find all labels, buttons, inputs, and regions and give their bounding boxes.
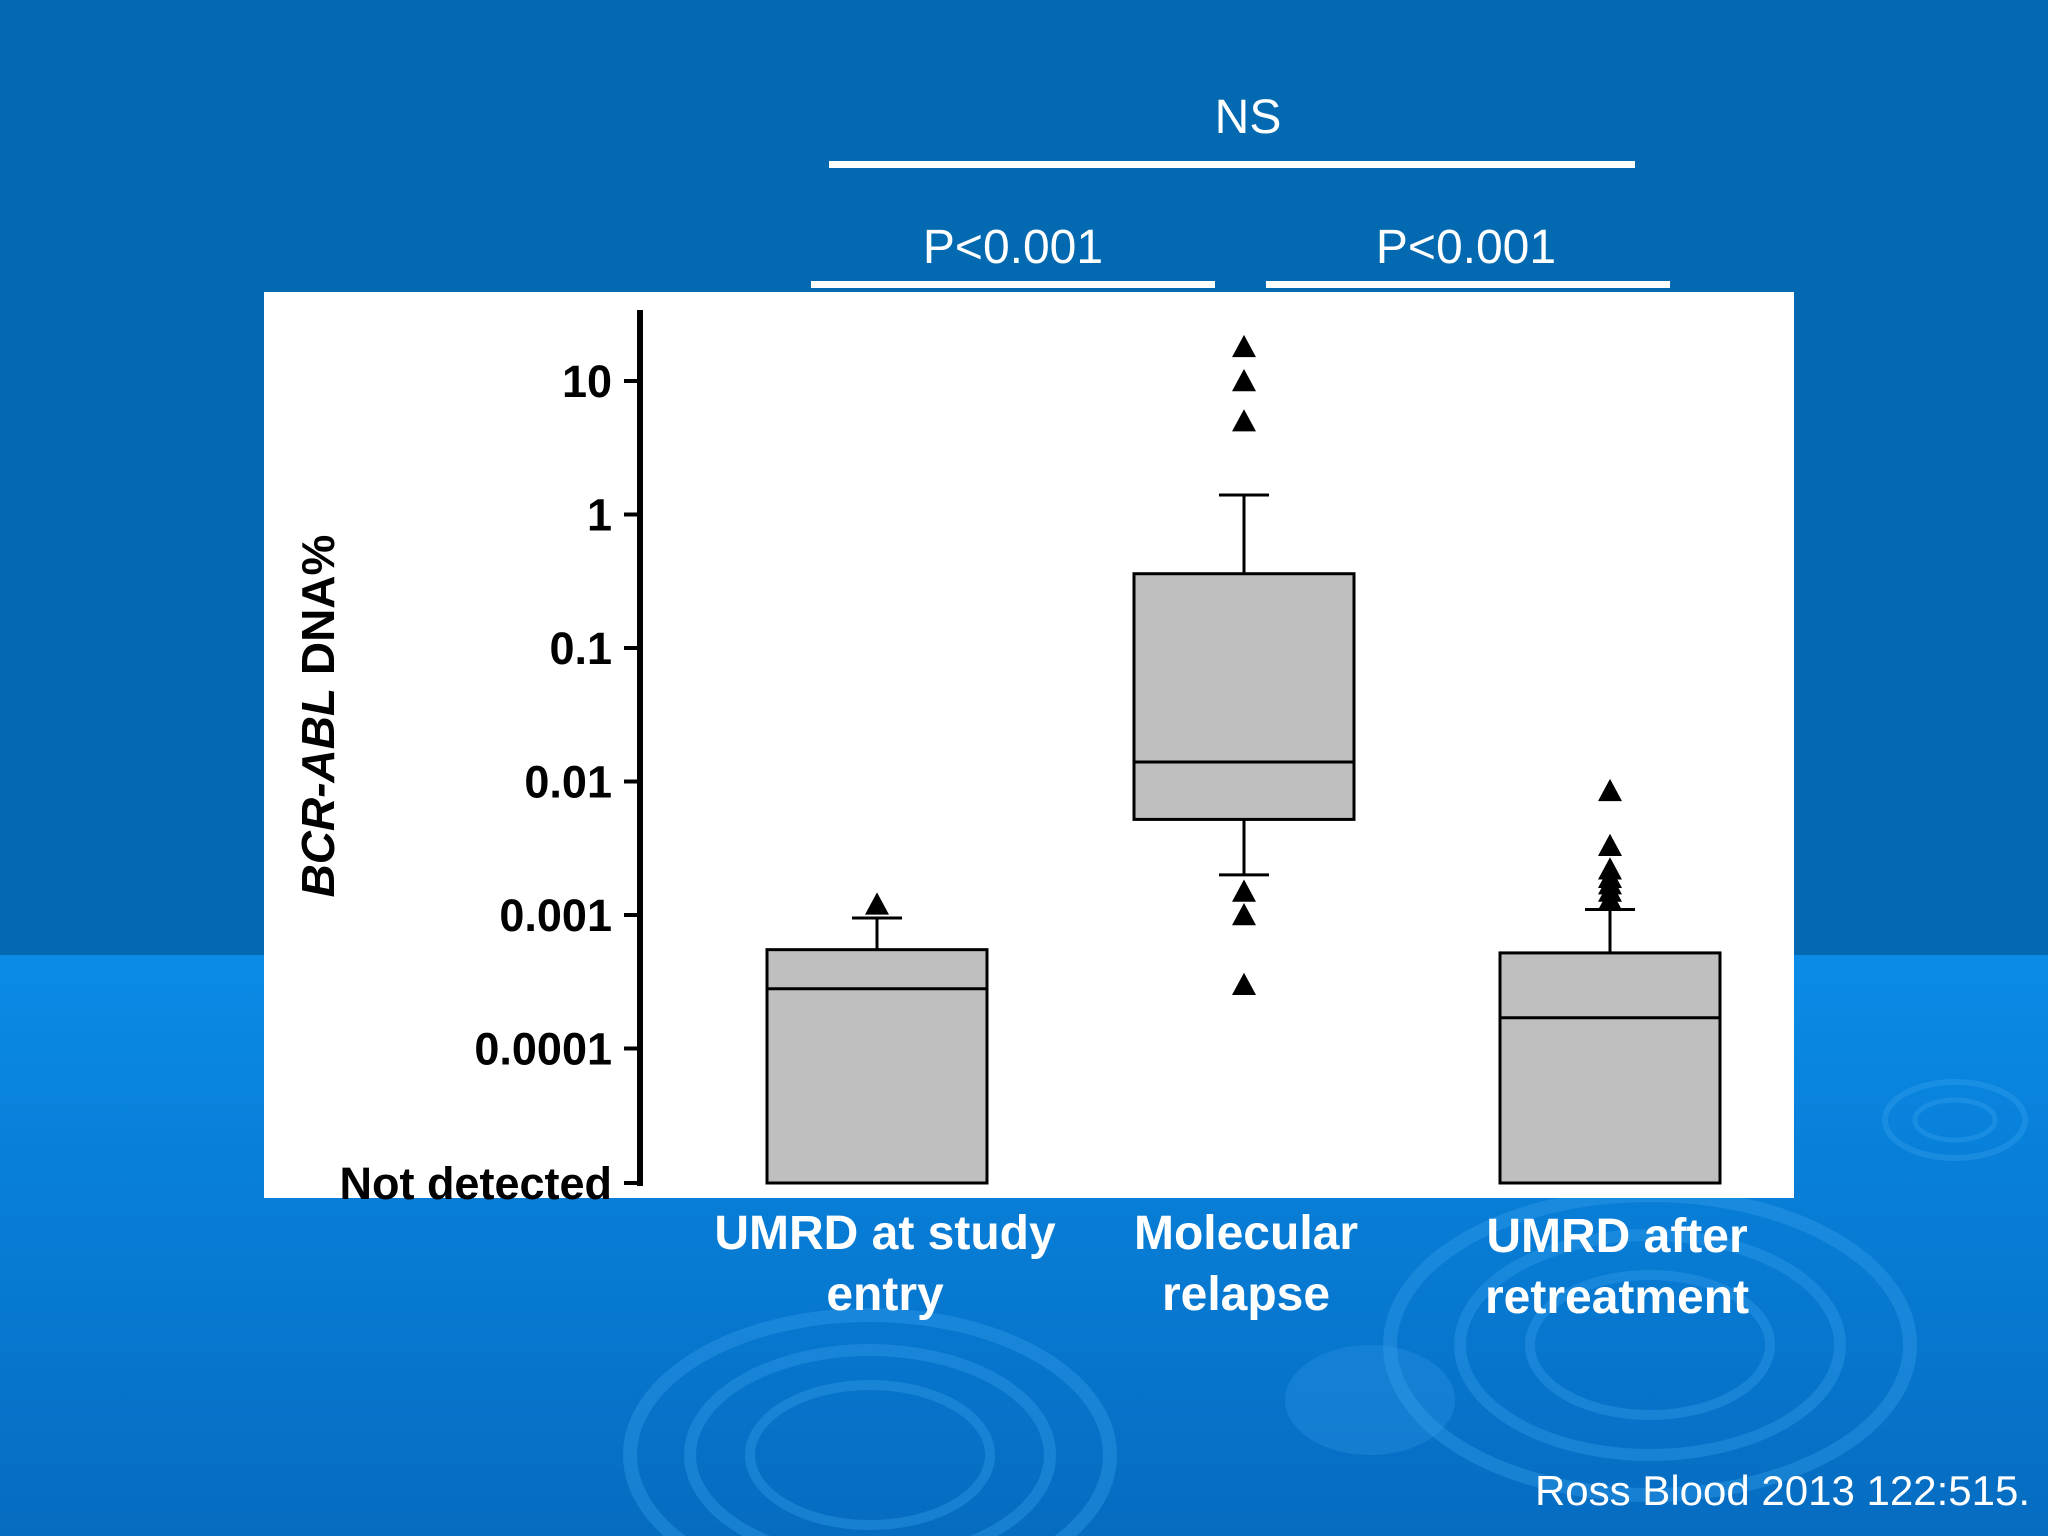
y-tick-label-4: 0.1: [549, 623, 612, 674]
comparison-bar-ns: [829, 161, 1635, 168]
box-1: [1132, 572, 1356, 821]
category-label-0: UMRD at study entry: [685, 1203, 1085, 1325]
citation: Ross Blood 2013 122:515.: [1534, 1467, 2030, 1514]
category-label-0-line1: UMRD at study: [714, 1207, 1056, 1260]
y-tick-label-5: 1: [587, 490, 612, 541]
category-label-1-line1: Molecular: [1133, 1207, 1359, 1260]
y-tick-label-1: 0.0001: [474, 1024, 612, 1075]
outlier-2-0: [1598, 778, 1622, 802]
y-tick-label-3: 0.01: [524, 757, 612, 808]
outlier-1-1: [1232, 369, 1256, 392]
outlier-2-6: [1598, 887, 1622, 910]
y-axis-label-rest: DNA%: [292, 534, 344, 688]
comparison-label-ns: NS: [1214, 91, 1282, 144]
category-label-1-line2: relapse: [1161, 1268, 1331, 1321]
category-label-2-line1: UMRD after: [1486, 1210, 1748, 1263]
comparison-bar-right: [1266, 281, 1670, 288]
outlier-2-1: [1598, 833, 1622, 856]
category-label-2-line2: retreatment: [1484, 1271, 1750, 1324]
y-axis-label-italic: BCR-ABL: [292, 687, 344, 898]
y-tick-label-6: 10: [562, 356, 612, 407]
box-2: [1498, 951, 1722, 1185]
category-label-0-line2: entry: [826, 1268, 944, 1321]
outlier-1-2: [1232, 409, 1256, 432]
outlier-1-3: [1232, 879, 1256, 902]
y-tick-label-2: 0.001: [499, 890, 612, 941]
comparison-bar-left: [811, 281, 1215, 288]
y-tick-label-0: Not detected: [339, 1158, 612, 1209]
outlier-1-5: [1232, 972, 1256, 996]
category-label-1: Molecular relapse: [1046, 1203, 1446, 1325]
category-label-2: UMRD after retreatment: [1417, 1206, 1817, 1328]
outlier-1-0: [1232, 334, 1256, 358]
comparison-label-right: P<0.001: [1375, 221, 1557, 274]
box-0: [765, 948, 989, 1185]
outlier-0-0: [865, 892, 889, 915]
comparison-label-left: P<0.001: [922, 221, 1104, 274]
outlier-1-4: [1232, 903, 1256, 926]
